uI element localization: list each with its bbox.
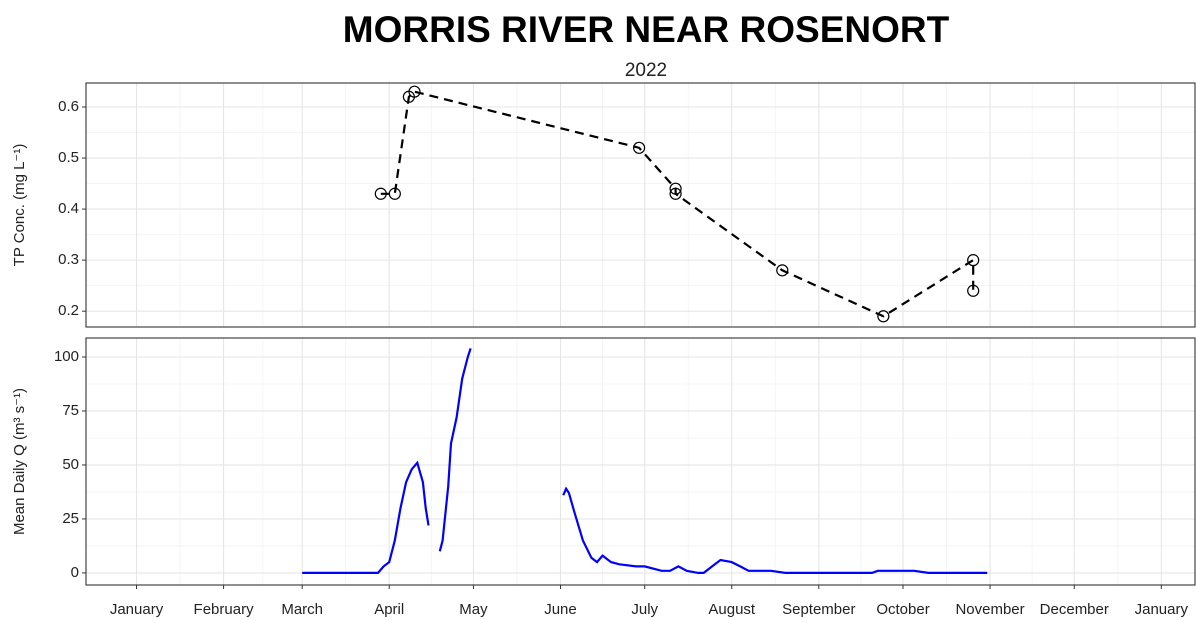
point (632, 141, 646, 154)
point (388, 187, 401, 200)
x-tick-label: December (1040, 601, 1109, 618)
x-tick-label: March (281, 601, 323, 618)
point (967, 254, 980, 267)
chart-subtitle: 2022 (625, 60, 667, 81)
point (669, 182, 682, 195)
y-tick-label: 0.3 (58, 251, 79, 268)
x-tick-label: August (708, 601, 756, 618)
point (408, 85, 421, 98)
x-tick-label: February (194, 601, 255, 618)
x-tick-label: September (782, 601, 855, 618)
point (669, 187, 682, 200)
x-tick-label: June (544, 601, 577, 618)
y-axis-label: Mean Daily Q (m³ s⁻¹) (11, 388, 28, 535)
point (967, 284, 980, 297)
y-axis-label: TP Conc. (mg L⁻¹) (11, 144, 28, 267)
x-tick-label: May (459, 601, 488, 618)
panel-border (85, 337, 1196, 586)
line (302, 348, 988, 574)
point (877, 310, 890, 323)
x-tick-label: October (876, 601, 929, 618)
point (776, 264, 789, 277)
x-tick-label: April (374, 601, 404, 618)
x-tick-label: January (1135, 601, 1189, 618)
y-tick-label: 25 (62, 510, 79, 527)
y-tick-label: 0.4 (58, 200, 79, 217)
y-tick-label: 75 (62, 402, 79, 419)
x-tick-label: July (631, 601, 658, 618)
y-tick-label: 0 (71, 564, 79, 581)
x-tick-label: November (955, 601, 1024, 618)
y-tick-label: 100 (54, 348, 79, 365)
y-tick-label: 50 (62, 456, 79, 473)
chart-title: MORRIS RIVER NEAR ROSENORT (343, 9, 950, 50)
x-tick-label: January (110, 601, 164, 618)
y-tick-label: 0.5 (58, 149, 79, 166)
y-tick-label: 0.2 (58, 302, 79, 319)
panel-border (85, 82, 1196, 328)
point (374, 187, 387, 200)
y-tick-label: 0.6 (58, 98, 79, 115)
